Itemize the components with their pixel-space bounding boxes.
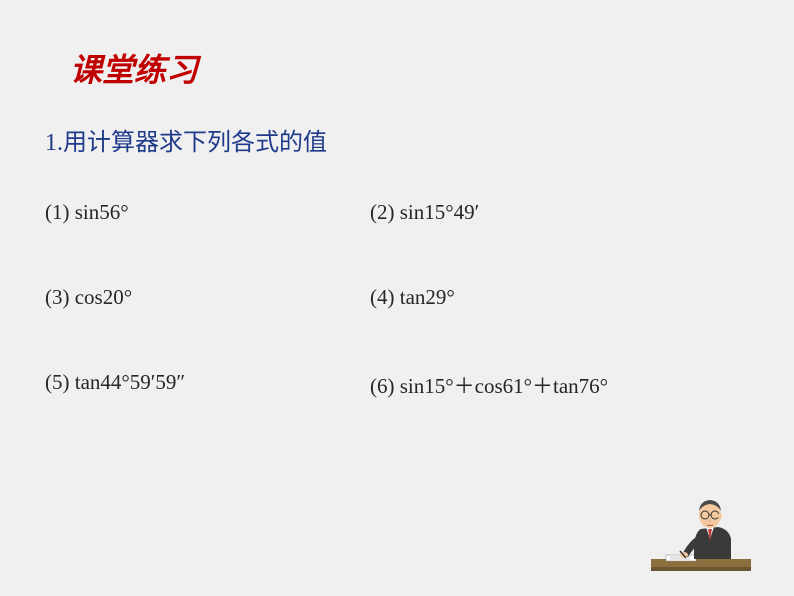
problem-row-3: (5) tan44°59′59″ (6) sin15°＋cos61°＋tan76… [45, 370, 745, 400]
prompt-text: 用计算器求下列各式的值 [63, 129, 327, 156]
person-illustration [646, 489, 756, 584]
suit-body [694, 527, 731, 559]
title-text: 课堂练习 [70, 52, 198, 88]
problem-2: (2) sin15°49′ [370, 200, 745, 225]
desk-edge [651, 567, 751, 571]
problem-3: (3) cos20° [45, 285, 370, 310]
ear [718, 513, 722, 519]
problem-1: (1) sin56° [45, 200, 370, 225]
problem-5: (5) tan44°59′59″ [45, 370, 370, 400]
mouth [707, 525, 713, 526]
section-title: 课堂练习 [70, 45, 198, 91]
problem-4: (4) tan29° [370, 285, 745, 310]
problems-container: (1) sin56° (2) sin15°49′ (3) cos20° (4) … [45, 200, 745, 460]
problem-row-1: (1) sin56° (2) sin15°49′ [45, 200, 745, 225]
problem-row-2: (3) cos20° (4) tan29° [45, 285, 745, 310]
question-prompt: 1.用计算器求下列各式的值 [45, 122, 327, 157]
problem-6: (6) sin15°＋cos61°＋tan76° [370, 370, 745, 400]
prompt-number: 1. [45, 130, 63, 156]
